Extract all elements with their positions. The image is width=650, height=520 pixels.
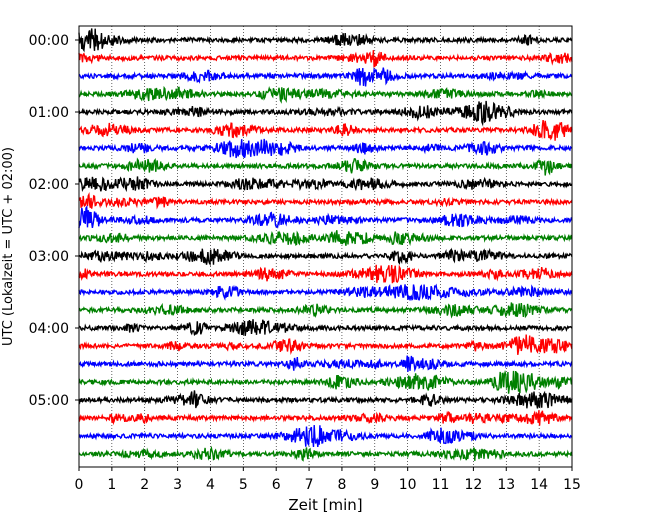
trace-0315	[78, 264, 573, 284]
x-tick-label: 13	[497, 477, 515, 493]
trace-0330	[78, 283, 573, 302]
y-tick-label: 00:00	[29, 33, 69, 49]
y-tick-label: 02:00	[29, 177, 69, 193]
trace-0030	[78, 67, 573, 87]
trace-0545	[78, 445, 573, 462]
trace-0215	[78, 192, 573, 210]
trace-0130	[78, 138, 573, 159]
trace-0515	[78, 410, 573, 426]
x-tick-label: 9	[370, 477, 379, 493]
x-tick-label: 5	[239, 477, 248, 493]
trace-0000	[78, 28, 573, 53]
x-tick-label: 4	[206, 477, 215, 493]
trace-0430	[78, 355, 573, 373]
y-axis-ticks: 00:00 01:00 02:00 03:00 04:00 05:00	[29, 33, 79, 409]
trace-0015	[78, 50, 573, 68]
trace-0400	[78, 319, 573, 337]
trace-0245	[78, 230, 573, 247]
x-tick-label: 10	[399, 477, 417, 493]
trace-0500	[78, 390, 573, 409]
x-axis-ticks: 0 1 2 3 4 5 6 7 8 9 10 11 12 13 14 15	[75, 467, 581, 493]
x-tick-label: 11	[432, 477, 450, 493]
y-tick-label: 03:00	[29, 249, 69, 265]
trace-0045	[78, 85, 573, 104]
x-tick-label: 14	[530, 477, 548, 493]
x-tick-label: 0	[75, 477, 84, 493]
y-tick-label: 05:00	[29, 393, 69, 409]
y-tick-label: 04:00	[29, 321, 69, 337]
trace-0145	[78, 157, 573, 176]
y-tick-label: 01:00	[29, 105, 69, 121]
y-axis-label: UTC (Lokalzeit = UTC + 02:00)	[1, 147, 16, 346]
x-tick-label: 8	[337, 477, 346, 493]
trace-0300	[78, 247, 573, 267]
x-tick-label: 7	[305, 477, 314, 493]
trace-0100	[78, 100, 573, 127]
trace-0230	[78, 205, 572, 229]
x-axis-label: Zeit [min]	[288, 496, 362, 514]
trace-0345	[78, 302, 573, 319]
trace-rows	[78, 28, 573, 462]
trace-0415	[78, 334, 573, 356]
x-tick-label: 15	[563, 477, 581, 493]
trace-0115	[78, 119, 573, 141]
x-tick-label: 12	[464, 477, 482, 493]
x-tick-label: 3	[173, 477, 182, 493]
trace-0530	[78, 425, 573, 448]
trace-0445	[78, 369, 573, 394]
trace-0200	[78, 176, 573, 193]
x-tick-label: 2	[140, 477, 149, 493]
x-tick-label: 6	[272, 477, 281, 493]
plot-frame	[78, 25, 573, 468]
x-tick-label: 1	[107, 477, 116, 493]
